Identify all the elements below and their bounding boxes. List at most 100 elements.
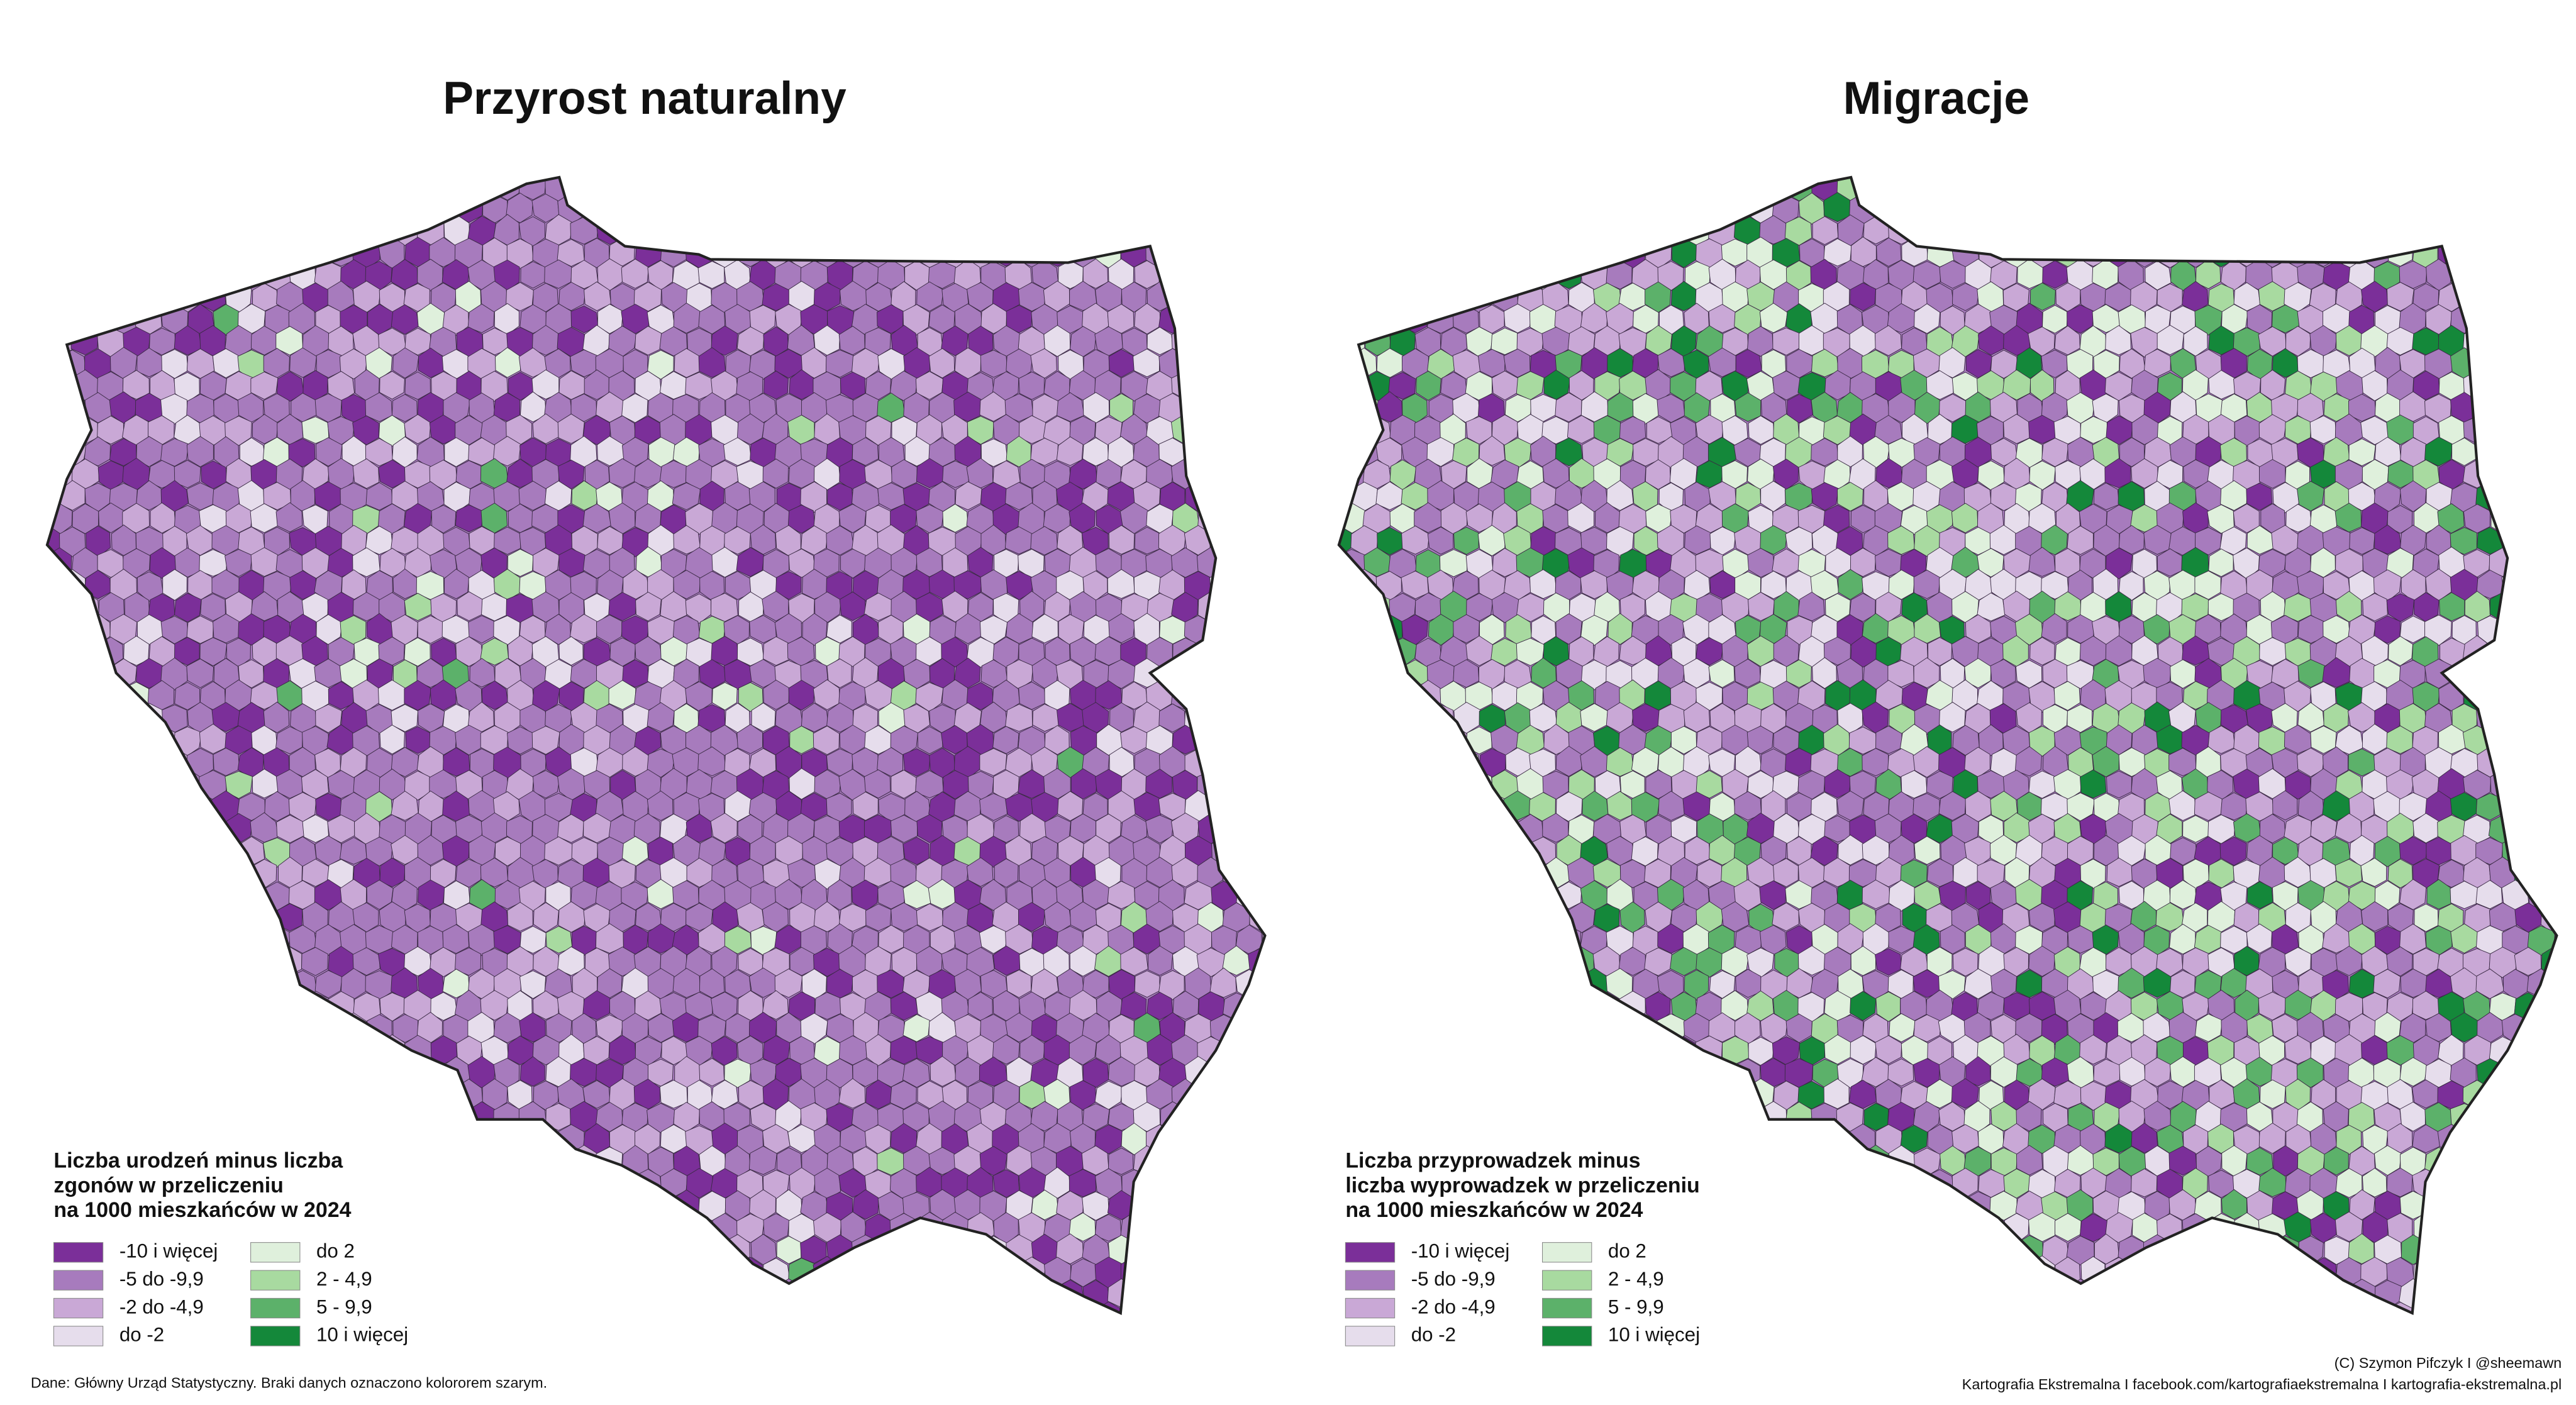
region: [1338, 303, 1353, 334]
region: [392, 1277, 419, 1311]
region: [1414, 193, 1443, 225]
region: [2335, 1168, 2363, 1198]
region: [403, 1213, 431, 1242]
region: [2246, 569, 2273, 601]
region: [570, 305, 599, 333]
region: [1248, 413, 1265, 446]
region: [1210, 482, 1238, 513]
region: [1887, 303, 1916, 333]
region: [1350, 260, 1377, 292]
region: [1543, 1079, 1570, 1109]
region: [928, 348, 955, 379]
region: [2028, 194, 2056, 223]
region: [1069, 177, 1097, 180]
region: [1196, 1123, 1226, 1155]
region: [1146, 1257, 1173, 1287]
region: [1338, 791, 1352, 822]
region: [404, 328, 432, 356]
region: [225, 858, 253, 887]
region: [47, 1035, 74, 1065]
region: [47, 614, 59, 643]
region: [250, 591, 279, 621]
region: [865, 415, 892, 446]
region: [1338, 747, 1353, 777]
region: [2527, 1101, 2555, 1133]
region: [915, 194, 943, 225]
region: [1043, 1301, 1072, 1313]
region: [2014, 746, 2042, 777]
region: [379, 1123, 406, 1154]
region: [1555, 613, 1582, 645]
region: [1542, 458, 1570, 489]
region: [1235, 658, 1263, 689]
region: [97, 679, 124, 711]
region: [1607, 1101, 1634, 1134]
region: [404, 857, 432, 890]
region: [518, 1278, 547, 1311]
legend-swatch: [53, 1270, 104, 1291]
region: [979, 1056, 1008, 1087]
region: [2182, 1167, 2208, 1199]
region: [2336, 177, 2363, 178]
region: [1236, 1058, 1262, 1089]
region: [58, 923, 85, 955]
region: [377, 1169, 406, 1199]
region: [1837, 482, 1863, 512]
region: [2528, 177, 2554, 203]
region: [341, 216, 367, 245]
region: [2527, 525, 2555, 555]
region: [301, 177, 328, 180]
region: [1248, 548, 1265, 577]
region: [557, 177, 584, 180]
region: [1554, 177, 1582, 201]
region: [1044, 725, 1070, 755]
region: [686, 1168, 713, 1199]
region: [685, 1302, 713, 1313]
region: [659, 1256, 688, 1288]
region: [97, 947, 123, 978]
region: [1120, 193, 1148, 223]
region: [1951, 1078, 1979, 1109]
region: [1760, 570, 1787, 599]
region: [1453, 177, 1479, 203]
region: [2553, 1012, 2557, 1043]
region: [519, 615, 546, 643]
region: [1031, 969, 1059, 1000]
region: [1491, 1036, 1519, 1067]
region: [1951, 1124, 1979, 1153]
region: [1811, 1147, 1839, 1177]
region: [1516, 1080, 1543, 1109]
region: [2131, 1123, 2158, 1153]
region: [1172, 1169, 1199, 1197]
region: [1453, 526, 1479, 555]
region: [1338, 393, 1353, 425]
region: [1043, 1167, 1071, 1199]
region: [826, 658, 852, 689]
region: [1223, 460, 1251, 489]
region: [1081, 215, 1109, 247]
region: [47, 1080, 48, 1110]
region: [340, 1145, 369, 1177]
region: [47, 547, 48, 579]
region: [1657, 1013, 1685, 1044]
region: [1697, 858, 1723, 887]
region: [161, 260, 189, 291]
region: [454, 1301, 483, 1313]
region: [416, 1279, 445, 1311]
region: [1363, 815, 1391, 844]
region: [187, 260, 214, 289]
region: [2207, 1123, 2234, 1154]
region: [852, 791, 879, 821]
region: [2156, 682, 2184, 711]
region: [1134, 303, 1161, 335]
region: [404, 946, 432, 977]
region: [110, 177, 138, 203]
region: [2016, 177, 2043, 203]
region: [967, 1301, 995, 1313]
region: [1120, 947, 1148, 976]
region: [544, 1191, 573, 1220]
region: [72, 768, 99, 800]
region: [160, 393, 188, 425]
region: [213, 1278, 240, 1309]
region: [621, 177, 649, 203]
